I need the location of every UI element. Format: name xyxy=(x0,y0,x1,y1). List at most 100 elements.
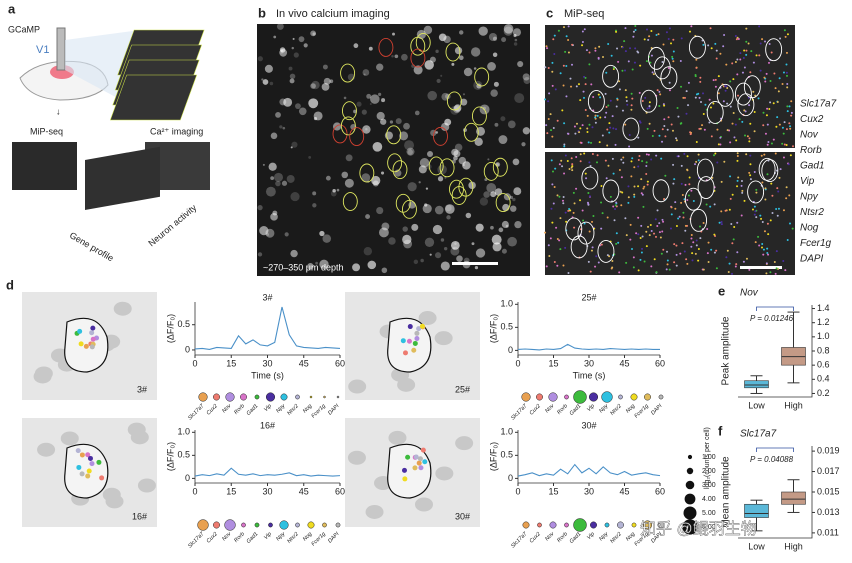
rna-dot xyxy=(405,454,411,460)
rna-dot xyxy=(545,45,548,48)
rna-dot xyxy=(659,236,662,239)
rna-dot xyxy=(748,137,751,140)
rna-dot xyxy=(562,26,565,29)
roi xyxy=(410,48,426,68)
y-tick-label: 0.4 xyxy=(817,374,830,384)
cell-blob xyxy=(456,255,463,262)
chart-title: Nov xyxy=(740,288,759,299)
gene-label: Gad1 xyxy=(569,403,583,417)
cell-blob xyxy=(435,131,439,134)
roi xyxy=(696,158,714,182)
rna-dot xyxy=(736,155,739,158)
rna-dot xyxy=(698,96,701,99)
rna-dot xyxy=(753,205,756,208)
rna-dot xyxy=(588,161,591,164)
rna-dot xyxy=(757,97,760,100)
rna-dot xyxy=(616,98,619,101)
cell-blob xyxy=(282,126,286,130)
rna-dot xyxy=(675,264,678,267)
rna-dot xyxy=(731,193,734,196)
cell-blob xyxy=(275,180,281,187)
rna-dot xyxy=(641,247,644,250)
rna-dot xyxy=(644,96,647,99)
rna-dot xyxy=(551,221,554,224)
rna-dot xyxy=(733,226,736,229)
rna-dot xyxy=(552,127,555,130)
gene-count-dot xyxy=(335,522,341,528)
gene-count-dot xyxy=(323,395,326,399)
rna-dot xyxy=(641,99,644,102)
rna-dot xyxy=(85,473,91,479)
rna-dot xyxy=(697,259,700,262)
trace xyxy=(517,343,660,351)
cell-blob xyxy=(352,263,361,272)
rna-dot xyxy=(611,259,614,262)
cell-blob xyxy=(445,204,455,214)
cell-blob xyxy=(295,103,301,110)
rna-dot xyxy=(752,90,755,93)
roi xyxy=(765,38,783,62)
cell-shadow xyxy=(60,431,79,446)
rna-dot xyxy=(646,180,649,183)
rna-dot xyxy=(745,53,748,56)
rna-dot xyxy=(788,105,791,108)
cell-blob xyxy=(275,112,281,118)
gene-label: Rorb xyxy=(556,403,569,416)
rna-dot xyxy=(605,111,608,114)
roi xyxy=(660,66,678,90)
rna-dot xyxy=(556,238,559,241)
rna-dot xyxy=(637,165,640,168)
rna-dot xyxy=(592,215,595,218)
rna-dot xyxy=(714,152,717,155)
rna-dot xyxy=(777,207,780,210)
rna-dot xyxy=(558,163,561,166)
rna-dot xyxy=(683,152,686,155)
x-tick-label: 60 xyxy=(655,358,665,368)
rna-dot xyxy=(622,161,625,164)
panel-label: b xyxy=(258,5,266,20)
gene-legend: Nov xyxy=(800,130,819,141)
rna-dot xyxy=(648,122,651,125)
roi xyxy=(474,67,490,87)
rna-dot xyxy=(608,131,611,134)
rna-dot xyxy=(597,93,600,96)
chart-title: 3# xyxy=(262,292,272,302)
rna-dot xyxy=(571,43,574,46)
rna-dot xyxy=(727,270,730,273)
rna-dot xyxy=(598,141,601,144)
rna-dot xyxy=(788,122,791,125)
rna-dot xyxy=(579,199,582,202)
rna-dot xyxy=(77,328,83,334)
rna-dot xyxy=(670,123,673,126)
x-tick-label: 15 xyxy=(548,358,558,368)
y-tick-label: 0.5 xyxy=(177,450,190,460)
cell-blob xyxy=(368,46,373,51)
rna-dot xyxy=(605,71,608,74)
cell-blob xyxy=(492,242,502,252)
rna-dot xyxy=(759,69,762,72)
cell-blob xyxy=(438,33,447,42)
rna-dot xyxy=(675,253,678,256)
cell-blob xyxy=(319,230,325,237)
cell-blob xyxy=(380,118,387,125)
rna-dot xyxy=(676,107,679,110)
rna-dot xyxy=(665,268,668,271)
cell-blob xyxy=(513,42,518,46)
rna-dot xyxy=(784,35,787,38)
gene-label: Cux2 xyxy=(206,403,219,416)
rna-dot xyxy=(83,343,89,349)
rna-dot xyxy=(561,199,564,202)
rna-dot xyxy=(621,46,624,49)
gene-count-dot xyxy=(322,522,327,528)
cell-shadow xyxy=(113,301,132,316)
cell-blob xyxy=(493,81,499,87)
gene-count-dot xyxy=(522,521,530,529)
cell-blob xyxy=(376,206,384,215)
size-legend-label: 1.00 xyxy=(702,454,716,461)
rna-dot xyxy=(736,221,739,224)
thumb xyxy=(85,146,160,211)
gene-label: Gad1 xyxy=(569,531,583,545)
cell-blob xyxy=(279,125,283,129)
gene-count-dot xyxy=(564,522,569,528)
rna-dot xyxy=(729,80,732,83)
